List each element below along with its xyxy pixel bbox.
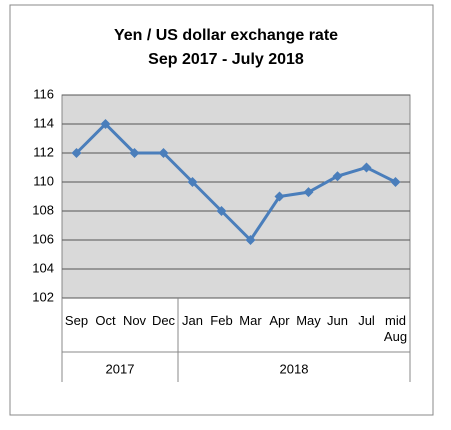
data-point <box>390 177 401 187</box>
x-tick-label: Jan <box>182 313 203 328</box>
y-tick-label: 102 <box>32 289 54 304</box>
data-point <box>303 187 314 198</box>
x-tick-label: Mar <box>239 313 262 328</box>
x-tick-label: Sep <box>64 313 89 328</box>
plot-area <box>61 94 411 299</box>
x-tick-label: mid Aug <box>383 313 408 344</box>
group-label: 2017 <box>106 361 135 376</box>
data-point <box>158 148 169 158</box>
y-tick-label: 112 <box>33 144 54 159</box>
y-tick-label: 116 <box>33 86 54 101</box>
data-point <box>361 162 372 173</box>
x-tick-label: Jul <box>358 313 375 328</box>
x-tick-label: Oct <box>95 313 116 328</box>
x-tick-label: May <box>296 313 321 328</box>
data-point <box>129 148 140 158</box>
y-tick-label: 108 <box>32 202 54 217</box>
y-tick-label: 110 <box>33 173 54 188</box>
x-tick-label: Feb <box>210 313 233 328</box>
data-point <box>332 171 343 182</box>
y-tick-label: 106 <box>32 231 54 246</box>
data-point <box>216 206 227 216</box>
x-tick-label: Jun <box>327 313 348 328</box>
x-tick-label: Apr <box>269 313 290 328</box>
x-tick-label: Nov <box>122 313 147 328</box>
y-tick-label: 104 <box>32 260 54 275</box>
data-point <box>100 119 111 129</box>
data-point <box>274 191 285 202</box>
group-label: 2018 <box>280 361 309 376</box>
data-line <box>75 121 397 243</box>
data-point <box>71 148 82 158</box>
y-tick-label: 114 <box>33 115 54 130</box>
data-point <box>245 235 256 245</box>
chart-subtitle: Sep 2017 - July 2018 <box>148 51 304 68</box>
data-point <box>187 177 198 187</box>
x-tick-label: Dec <box>151 313 176 328</box>
chart-title: Yen / US dollar exchange rate <box>114 27 338 44</box>
